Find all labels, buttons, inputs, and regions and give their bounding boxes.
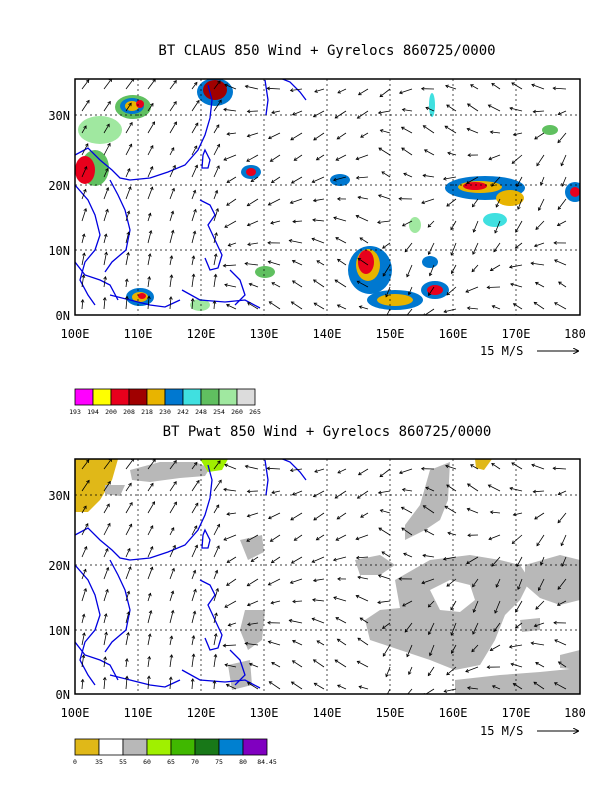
colorbar-swatch — [129, 389, 147, 405]
panel-claus: BT CLAUS 850 Wind + Gyrelocs 860725/0000 — [48, 43, 586, 416]
colorbar-swatch — [111, 389, 129, 405]
colorbar-swatch — [75, 739, 99, 755]
colorbar-swatch — [243, 739, 267, 755]
y-tick-label: 30N — [48, 489, 70, 503]
colorbar-swatch — [147, 389, 165, 405]
colorbar-swatch — [123, 739, 147, 755]
wind-vector-head — [404, 696, 407, 699]
colorbar-label: 0 — [73, 758, 77, 766]
x-tick-label: 150E — [376, 706, 405, 720]
colorbar-swatch — [201, 389, 219, 405]
x-tick-label: 140E — [313, 706, 342, 720]
wind-vector-head — [385, 696, 388, 699]
x-tick-label: 120E — [187, 327, 216, 341]
y-tick-label: 30N — [48, 109, 70, 123]
colorbar-label: 248 — [195, 408, 207, 416]
colorbar-label: 265 — [249, 408, 261, 416]
colorbar-label: 84.45 — [257, 758, 277, 766]
x-tick-label: 160E — [439, 327, 468, 341]
x-tick-label: 140E — [313, 327, 342, 341]
x-tick-label: 160E — [439, 706, 468, 720]
panel-pwat-xticks: 100E 110E 120E 130E 140E 150E 160E 170E … — [61, 706, 586, 720]
colorbar-swatch — [93, 389, 111, 405]
colorbar-label: 70 — [191, 758, 199, 766]
colorbar-label: 230 — [159, 408, 171, 416]
colorbar-swatch — [183, 389, 201, 405]
panel-claus-colorbar: 193 194 200 208 218 230 242 248 254 260 265 — [69, 389, 261, 416]
x-tick-label: 120E — [187, 706, 216, 720]
panel-claus-map — [75, 78, 585, 319]
x-tick-label: 130E — [250, 706, 279, 720]
colorbar-label: 242 — [177, 408, 189, 416]
x-tick-label: 150E — [376, 327, 405, 341]
colorbar-label: 80 — [239, 758, 247, 766]
colorbar-label: 260 — [231, 408, 243, 416]
panel-claus-title: BT CLAUS 850 Wind + Gyrelocs 860725/0000 — [158, 43, 495, 59]
y-tick-label: 10N — [48, 244, 70, 258]
colorbar-label: 35 — [95, 758, 103, 766]
panel-pwat-map — [75, 458, 580, 699]
colorbar-swatch — [99, 739, 123, 755]
panel-pwat-yticks: 30N 20N 10N 0N — [48, 489, 70, 702]
x-tick-label: 110E — [124, 327, 153, 341]
colorbar-label: 60 — [143, 758, 151, 766]
y-tick-label: 20N — [48, 179, 70, 193]
panel-claus-yticks: 30N 20N 10N 0N — [48, 109, 70, 323]
panel-pwat: BT Pwat 850 Wind + Gyrelocs 860725/0000 — [48, 424, 586, 766]
colorbar-label: 254 — [213, 408, 225, 416]
x-tick-label: 170E — [502, 327, 531, 341]
y-tick-label: 0N — [56, 688, 70, 702]
colorbar-swatch — [171, 739, 195, 755]
colorbar-swatch — [147, 739, 171, 755]
colorbar-swatch — [195, 739, 219, 755]
colorbar-label: 193 — [69, 408, 81, 416]
panel-pwat-title: BT Pwat 850 Wind + Gyrelocs 860725/0000 — [163, 424, 492, 440]
colorbar-label: 208 — [123, 408, 135, 416]
x-tick-label: 130E — [250, 327, 279, 341]
panel-claus-reference-vector: 15 M/S — [480, 344, 578, 358]
wind-vector — [248, 491, 259, 492]
y-tick-label: 10N — [48, 624, 70, 638]
wind-vector-head — [385, 316, 388, 319]
colorbar-label: 75 — [215, 758, 223, 766]
colorbar-label: 55 — [119, 758, 127, 766]
colorbar-label: 200 — [105, 408, 117, 416]
colorbar-swatch — [165, 389, 183, 405]
colorbar-label: 194 — [87, 408, 99, 416]
ref-vector-label: 15 M/S — [480, 724, 523, 738]
x-tick-label: 100E — [61, 706, 90, 720]
panel-pwat-colorbar: 0 35 55 60 65 70 75 80 84.45 — [73, 739, 277, 766]
colorbar-label: 218 — [141, 408, 153, 416]
colorbar-swatch — [237, 389, 255, 405]
colorbar-swatch — [219, 389, 237, 405]
wind-vector — [487, 287, 500, 288]
x-tick-label: 100E — [61, 327, 90, 341]
x-tick-label: 170E — [502, 706, 531, 720]
panel-pwat-reference-vector: 15 M/S — [480, 724, 578, 738]
y-tick-label: 20N — [48, 559, 70, 573]
x-tick-label: 180 — [564, 327, 586, 341]
x-tick-label: 110E — [124, 706, 153, 720]
wind-vector — [248, 111, 259, 112]
colorbar-swatch — [75, 389, 93, 405]
y-tick-label: 0N — [56, 309, 70, 323]
x-tick-label: 180 — [564, 706, 586, 720]
colorbar-swatch — [219, 739, 243, 755]
wind-vector-head — [404, 316, 407, 319]
panel-claus-xticks: 100E 110E 120E 130E 140E 150E 160E 170E … — [61, 327, 586, 341]
ref-vector-label: 15 M/S — [480, 344, 523, 358]
colorbar-label: 65 — [167, 758, 175, 766]
